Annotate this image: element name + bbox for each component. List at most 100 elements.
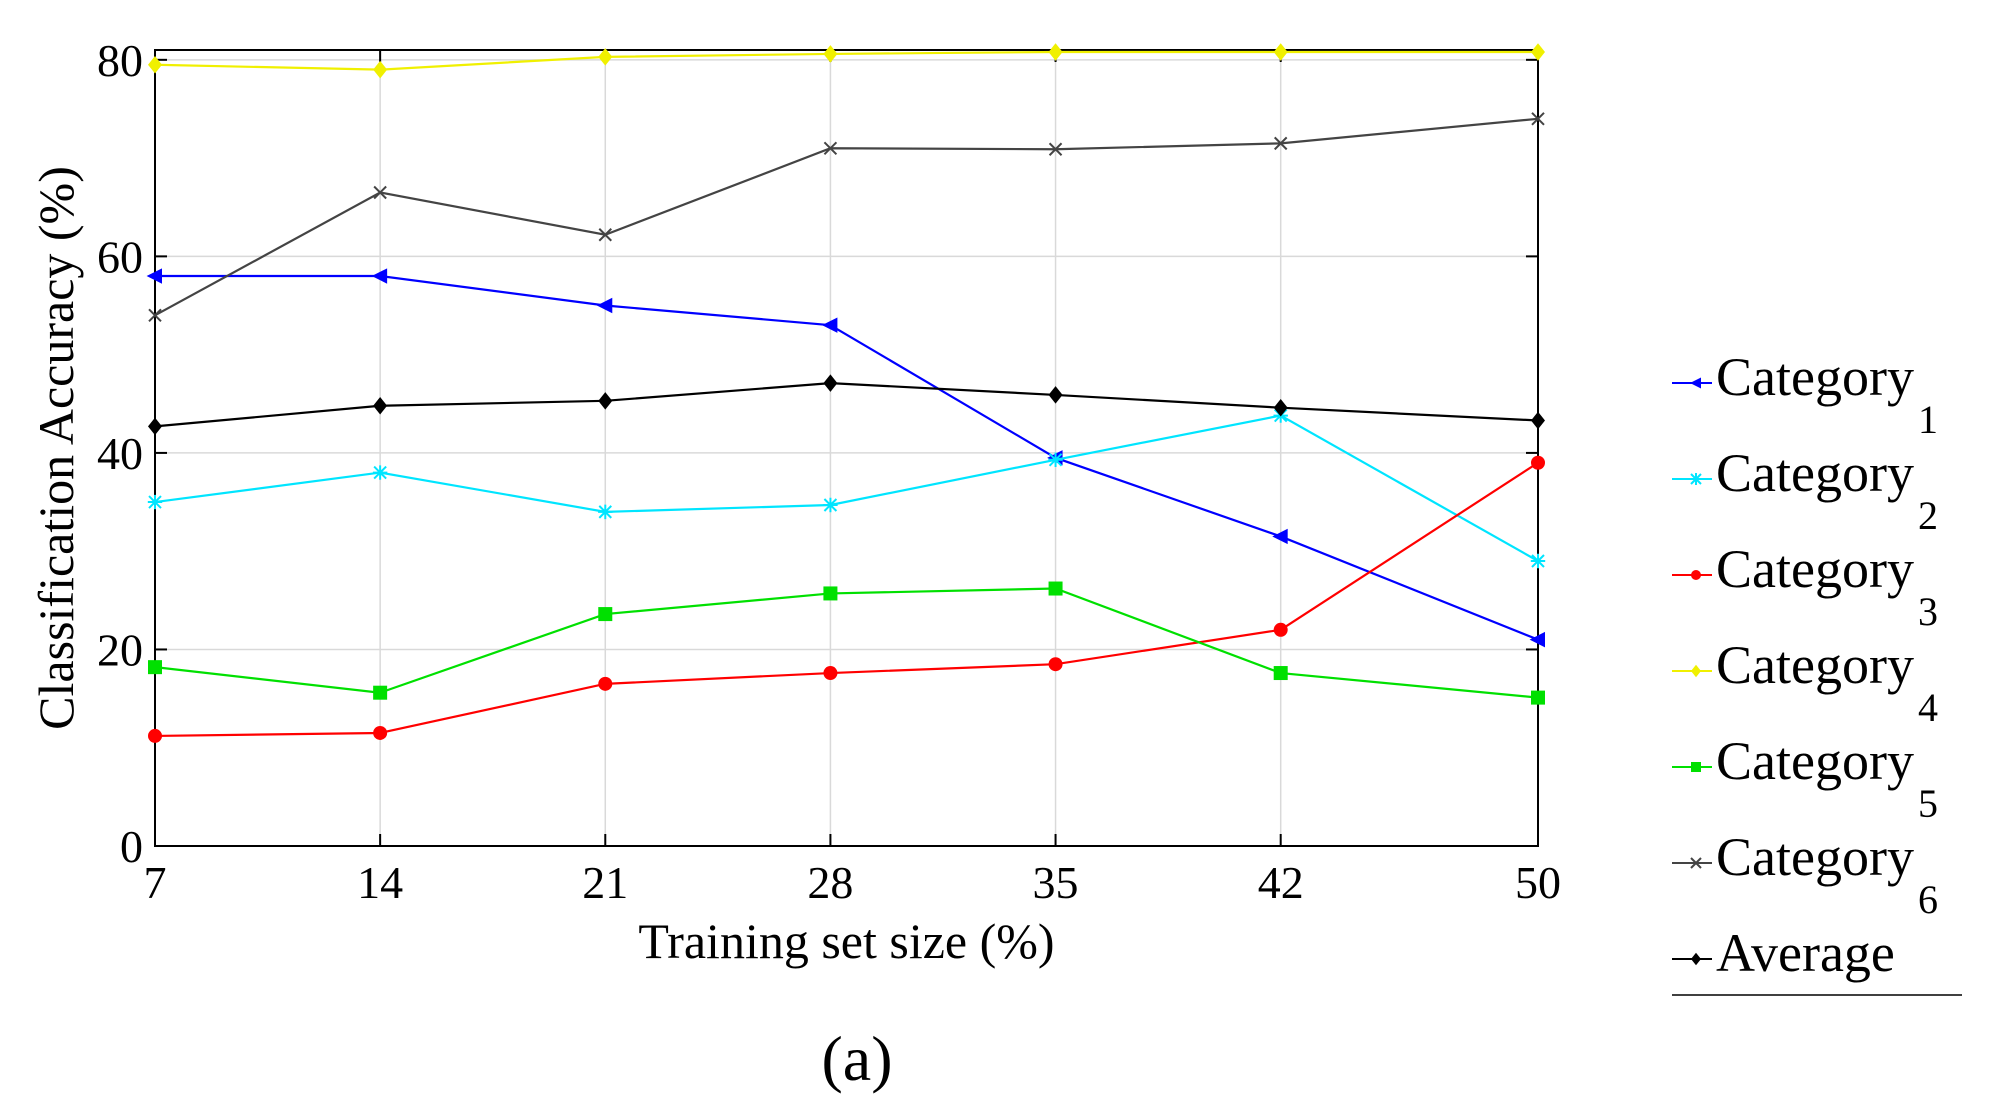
series-category-2 — [147, 408, 1546, 569]
legend-marker — [1690, 857, 1702, 869]
data-point — [596, 297, 613, 314]
data-point — [823, 666, 838, 681]
series-line — [154, 382, 1539, 428]
legend-marker — [1691, 664, 1701, 678]
y-axis-title: Classification Accuracy (%) — [28, 166, 84, 730]
data-point — [1273, 43, 1288, 61]
data-point — [598, 676, 613, 691]
data-point — [148, 660, 162, 675]
series-line — [154, 587, 1539, 699]
legend-marker — [1691, 570, 1701, 580]
data-point — [1530, 553, 1546, 569]
data-point — [823, 45, 838, 63]
series-category-5 — [148, 581, 1545, 705]
data-point — [1272, 528, 1288, 545]
legend-label: Category — [1716, 827, 1914, 887]
data-point — [1531, 455, 1545, 470]
data-point — [823, 586, 838, 601]
data-point — [598, 607, 613, 622]
data-point — [148, 728, 162, 743]
legend-marker — [1690, 473, 1702, 485]
legend-label: Category — [1716, 443, 1914, 503]
series-category-4 — [148, 43, 1545, 79]
x-axis-title: Training set size (%) — [638, 913, 1054, 969]
data-point — [148, 308, 162, 323]
series-layer — [146, 43, 1546, 743]
data-point — [1531, 43, 1545, 61]
series-average — [148, 374, 1545, 436]
data-point — [1048, 581, 1063, 596]
data-point — [1273, 136, 1288, 151]
series-line — [155, 274, 1539, 641]
data-point — [823, 374, 838, 392]
data-point — [373, 185, 387, 200]
data-point — [598, 48, 613, 66]
y-axis-ticks: 0 20 40 60 80 — [97, 35, 1538, 872]
series-line — [154, 414, 1539, 562]
legend-subscript: 2 — [1918, 493, 1938, 538]
x-tick-label: 28 — [807, 857, 853, 908]
data-point — [822, 317, 838, 333]
plot-frame — [154, 49, 1539, 847]
series-category-1 — [146, 268, 1545, 648]
data-point — [373, 725, 388, 740]
data-point — [1531, 112, 1545, 126]
data-point — [373, 60, 388, 79]
legend-subscript: 5 — [1918, 781, 1938, 826]
x-tick-label: 35 — [1033, 857, 1079, 908]
legend-label: Category — [1716, 635, 1914, 695]
data-point — [1529, 631, 1545, 648]
data-point — [148, 417, 162, 436]
data-point — [823, 141, 838, 155]
y-tick-label: 20 — [97, 624, 143, 675]
series-line — [154, 461, 1539, 738]
legend-item-average: Average — [1672, 923, 1895, 983]
data-point — [146, 268, 162, 284]
legend-label: Average — [1716, 923, 1895, 983]
y-tick-label: 0 — [120, 821, 143, 872]
legend: Category1Category2Category3Category4Cate… — [1672, 347, 1962, 996]
data-point — [147, 494, 163, 510]
x-axis-ticks: 7 14 21 28 35 42 50 — [144, 50, 1561, 908]
data-point — [373, 685, 388, 700]
legend-subscript: 6 — [1918, 877, 1938, 922]
grid-lines — [154, 50, 1539, 847]
data-point — [373, 396, 388, 415]
x-tick-label: 21 — [582, 857, 628, 908]
x-tick-label: 42 — [1258, 857, 1304, 908]
y-tick-label: 60 — [97, 231, 143, 282]
y-tick-label: 40 — [97, 428, 143, 479]
data-point — [598, 228, 612, 242]
data-point — [598, 392, 613, 410]
x-tick-label: 14 — [357, 857, 403, 908]
data-point — [1531, 690, 1545, 705]
data-point — [1273, 666, 1288, 681]
data-point — [1048, 452, 1063, 467]
x-tick-label: 7 — [144, 857, 167, 908]
legend-label: Category — [1716, 731, 1914, 791]
panel-label: (a) — [821, 1023, 892, 1094]
data-point — [1273, 398, 1288, 417]
series-category-6 — [148, 112, 1545, 323]
data-point — [1273, 622, 1288, 637]
data-point — [372, 465, 388, 480]
data-point — [1048, 657, 1063, 672]
legend-marker — [1691, 762, 1701, 772]
series-line — [154, 117, 1539, 317]
x-tick-label: 50 — [1515, 857, 1561, 908]
legend-label: Category — [1716, 347, 1914, 407]
series-category-3 — [148, 455, 1545, 743]
legend-label: Category — [1716, 539, 1914, 599]
data-point — [1048, 43, 1063, 61]
data-point — [823, 497, 838, 513]
data-point — [598, 504, 613, 520]
legend-subscript: 4 — [1918, 685, 1938, 730]
series-line — [154, 50, 1538, 71]
